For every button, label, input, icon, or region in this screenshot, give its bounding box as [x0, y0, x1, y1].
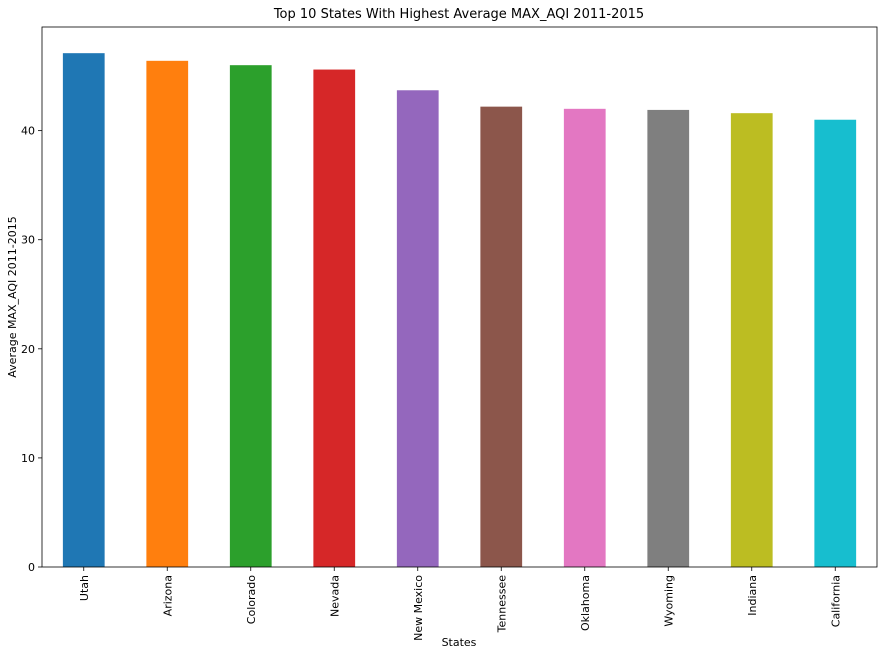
bar-colorado	[229, 65, 272, 568]
x-tick-label: Nevada	[328, 575, 341, 617]
y-tick-label: 10	[21, 452, 35, 465]
x-tick-label: Oklahoma	[579, 575, 592, 631]
bar-tennessee	[480, 106, 523, 567]
x-tick-label: Arizona	[161, 575, 174, 616]
y-tick-label: 20	[21, 343, 35, 356]
x-tick-label: Colorado	[245, 575, 258, 624]
bar-new-mexico	[396, 90, 439, 568]
bar-oklahoma	[563, 108, 606, 567]
y-axis-title: Average MAX_AQI 2011-2015	[6, 216, 19, 377]
x-tick-label: Tennessee	[495, 575, 508, 634]
bar-utah	[62, 53, 105, 568]
bar-arizona	[146, 60, 189, 567]
bar-california	[814, 119, 857, 567]
bar-nevada	[313, 69, 356, 568]
bar-indiana	[730, 113, 773, 568]
x-tick-label: Wyoming	[662, 575, 675, 627]
bar-wyoming	[647, 109, 690, 567]
x-tick-label: California	[829, 575, 842, 627]
x-tick-label: Utah	[78, 575, 91, 601]
plot-area: Utah Arizona Colorado Nevada New Mexico Tenne…	[21, 26, 878, 641]
y-tick-label: 40	[21, 125, 35, 138]
y-tick-label: 0	[28, 561, 35, 574]
x-tick-label: Indiana	[746, 575, 759, 616]
chart-title: Top 10 States With Highest Average MAX_A…	[273, 7, 644, 22]
y-tick-label: 30	[21, 234, 35, 247]
plot-frame	[41, 26, 878, 568]
x-axis-title: States	[442, 636, 477, 649]
x-tick-label: New Mexico	[412, 575, 425, 641]
